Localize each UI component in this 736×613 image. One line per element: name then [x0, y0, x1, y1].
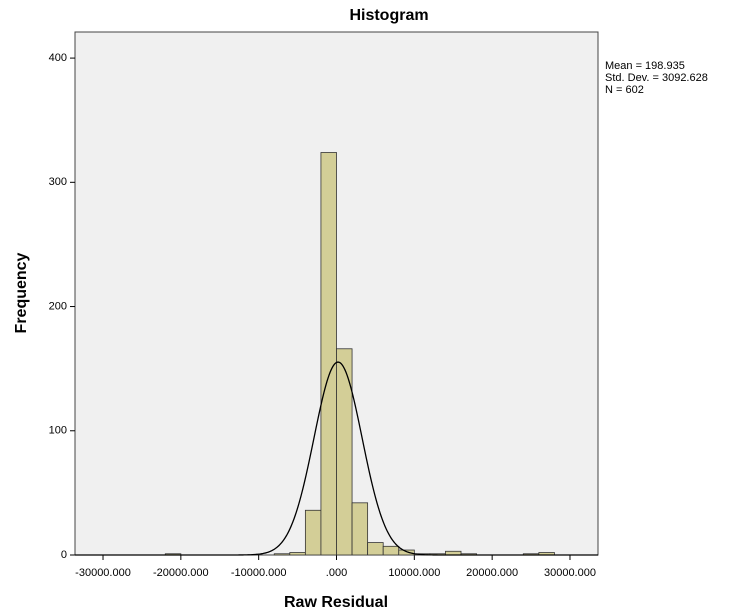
bar	[304, 509, 322, 556]
stat-label: N = 602	[605, 84, 644, 96]
bar	[336, 348, 353, 556]
x-tick-label: 30000.000	[544, 567, 596, 579]
x-tick-label: 20000.000	[466, 567, 518, 579]
normal-curve	[75, 361, 598, 556]
y-tick-label: 400	[49, 52, 67, 64]
y-tick-label: 200	[49, 300, 67, 312]
x-tick-label: -20000.000	[153, 567, 209, 579]
bar	[320, 152, 337, 556]
y-axis-label: Frequency	[13, 252, 30, 333]
x-tick-label: .000	[326, 567, 347, 579]
y-tick-label: 100	[49, 425, 67, 437]
x-axis-label: Raw Residual	[284, 594, 388, 611]
stat-label: Mean = 198.935	[605, 60, 685, 72]
bar	[398, 549, 415, 556]
x-tick-label: 10000.000	[388, 567, 440, 579]
y-tick-label: 0	[61, 549, 67, 561]
x-tick-label: -10000.000	[231, 567, 287, 579]
x-tick-label: -30000.000	[75, 567, 131, 579]
bar	[289, 552, 306, 556]
chart-title: Histogram	[349, 7, 428, 24]
bar	[273, 553, 291, 556]
y-tick-label: 300	[49, 176, 67, 188]
bar	[382, 545, 400, 556]
stat-label: Std. Dev. = 3092.628	[605, 72, 708, 84]
bar	[351, 502, 369, 556]
bar	[367, 542, 384, 556]
